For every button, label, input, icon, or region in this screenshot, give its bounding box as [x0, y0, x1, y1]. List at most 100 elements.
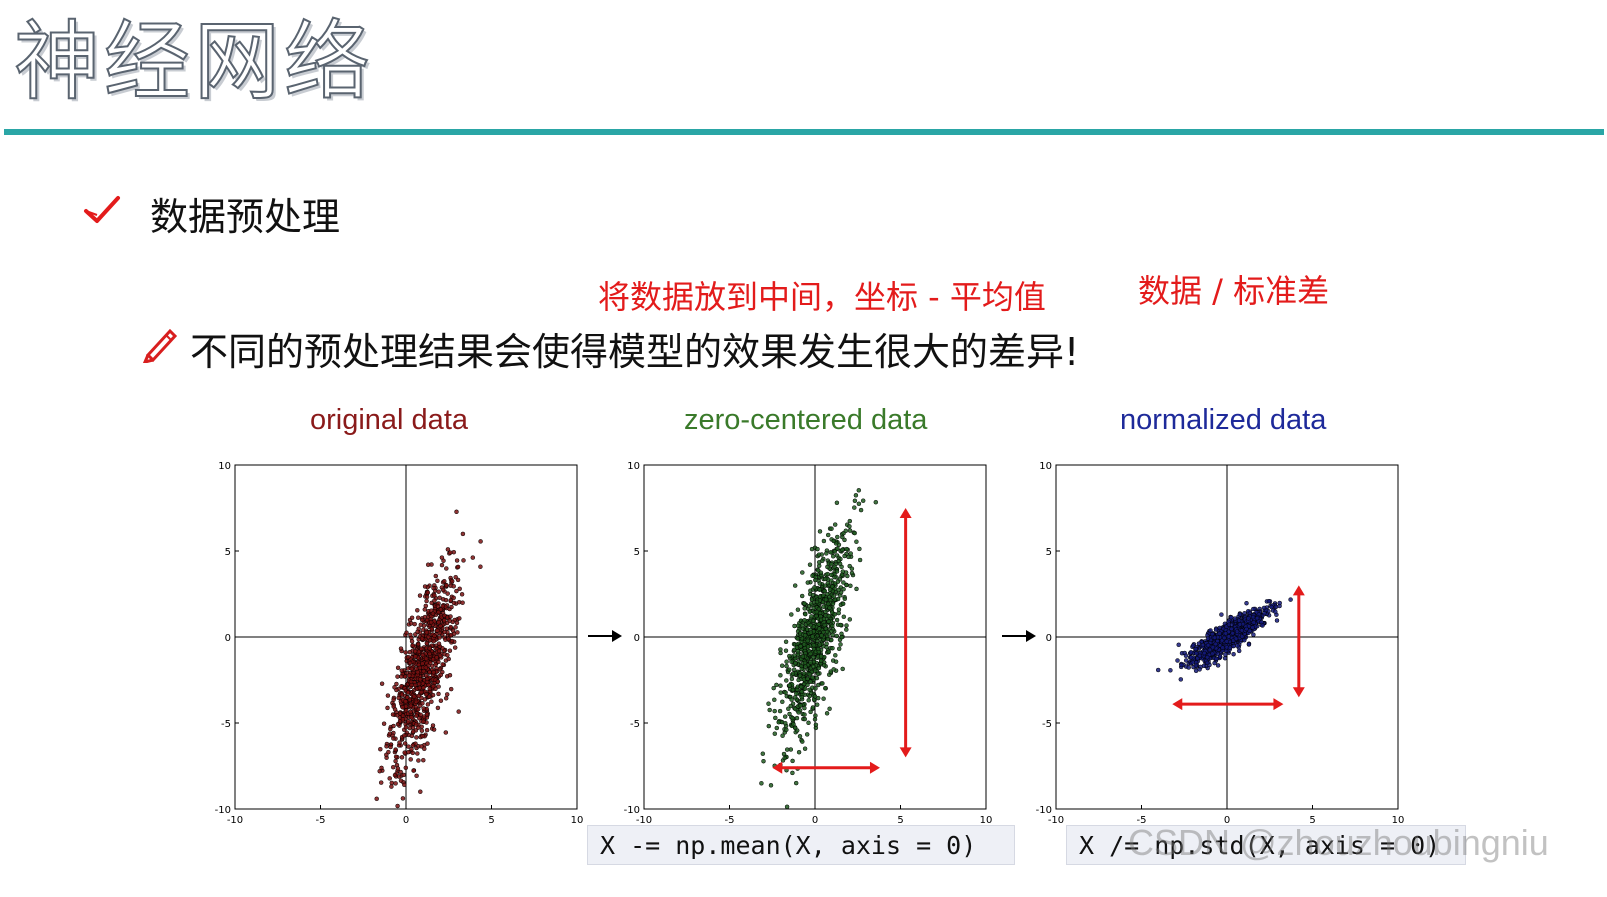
data-point [439, 555, 445, 560]
data-point [388, 744, 393, 750]
data-point [1230, 631, 1235, 636]
data-point [392, 707, 398, 712]
data-point [415, 629, 420, 635]
data-point [436, 648, 442, 654]
data-point [777, 708, 783, 714]
data-point [792, 725, 798, 731]
data-point [431, 585, 436, 591]
data-point [448, 550, 453, 555]
x-tick-label: 5 [1309, 815, 1315, 826]
data-point [436, 691, 441, 697]
data-point [790, 770, 795, 776]
data-point [1175, 658, 1180, 663]
data-point [843, 570, 849, 575]
y-tick-label: 5 [634, 547, 640, 558]
data-point [1254, 615, 1260, 621]
data-point [767, 707, 772, 713]
data-point [848, 551, 853, 556]
data-point [448, 614, 453, 619]
data-point [408, 757, 413, 762]
data-point [461, 558, 466, 563]
data-point [393, 754, 399, 760]
data-point [833, 659, 839, 664]
data-point [847, 617, 853, 622]
data-point [392, 685, 397, 690]
data-point [416, 725, 421, 730]
data-point [409, 715, 414, 720]
data-point [408, 709, 413, 715]
data-point [436, 641, 442, 646]
data-point [391, 697, 396, 702]
data-point [821, 616, 827, 622]
data-point [1190, 643, 1196, 648]
data-point [453, 574, 458, 580]
data-point [840, 601, 846, 607]
data-point [395, 766, 401, 771]
data-point [783, 639, 789, 645]
data-point [1205, 636, 1211, 641]
data-point [858, 507, 864, 513]
data-point [424, 676, 430, 682]
data-point [420, 681, 426, 686]
data-point [817, 626, 822, 631]
data-point [847, 524, 852, 529]
data-point [789, 697, 794, 702]
data-point [399, 692, 405, 697]
data-point [802, 633, 808, 638]
data-point [790, 715, 795, 721]
data-point [394, 681, 399, 687]
data-point [1233, 636, 1239, 641]
data-point [766, 701, 771, 706]
data-point [832, 564, 837, 570]
data-point [395, 803, 400, 809]
data-point [836, 646, 842, 652]
data-point [834, 500, 840, 506]
data-point [393, 758, 398, 764]
data-point [1200, 642, 1206, 648]
annotation-center-note: 将数据放到中间，坐标 - 平均值 [598, 278, 1046, 316]
data-point [805, 580, 811, 585]
data-point [779, 719, 785, 725]
data-point [454, 620, 460, 626]
data-point [813, 713, 818, 718]
data-point [427, 646, 432, 651]
data-point [451, 595, 456, 601]
data-point [414, 713, 419, 718]
data-point [399, 755, 405, 760]
data-point [448, 598, 453, 603]
data-point [824, 629, 830, 635]
data-point [1210, 645, 1216, 650]
data-point [445, 547, 451, 552]
plot-original: -10 -5 0 5 10 -10 -5 0 5 10 [215, 461, 584, 826]
data-point [793, 660, 798, 666]
data-point [814, 599, 820, 605]
data-point [1217, 631, 1222, 636]
data-point [804, 732, 810, 737]
data-point [389, 784, 394, 789]
data-point [454, 509, 459, 515]
data-point [834, 569, 840, 574]
data-point [790, 687, 796, 693]
data-point [455, 564, 461, 570]
data-point [417, 593, 423, 598]
y-tick-label: 10 [627, 461, 640, 472]
x-tick-label: 0 [812, 815, 818, 826]
data-point [1205, 642, 1211, 648]
data-point [801, 677, 807, 682]
horizontal-extent-arrow [772, 761, 880, 774]
data-point [1231, 651, 1236, 657]
data-point [792, 623, 797, 629]
data-point [1236, 648, 1242, 654]
data-point [1236, 618, 1242, 623]
data-point [801, 642, 807, 647]
data-point [822, 583, 828, 588]
data-point [1188, 650, 1194, 655]
plot-zero-centered: -10 -5 0 5 10 -10 -5 0 5 10 [624, 461, 993, 826]
data-point [412, 621, 417, 627]
y-tick-label: 10 [218, 461, 231, 472]
data-point [1246, 616, 1251, 621]
data-point [428, 620, 434, 625]
data-point [374, 796, 379, 802]
data-point [432, 598, 437, 603]
data-point [841, 580, 846, 585]
